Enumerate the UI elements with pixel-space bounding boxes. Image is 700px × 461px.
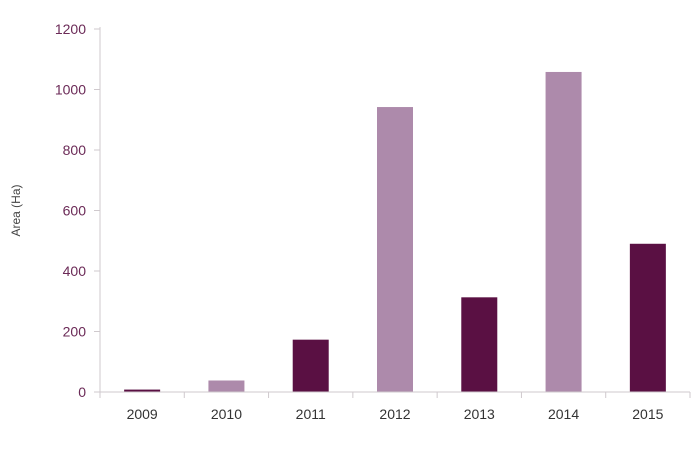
bar-2015 (629, 243, 666, 392)
bar-2009 (124, 389, 161, 392)
y-tick-label: 1000 (55, 82, 86, 98)
y-tick-label: 400 (63, 263, 87, 279)
y-tick-label: 600 (63, 203, 87, 219)
x-tick-label: 2010 (211, 406, 242, 422)
x-tick-label: 2011 (296, 406, 326, 422)
y-tick-label: 1200 (55, 21, 86, 37)
y-tick-label: 0 (78, 384, 86, 400)
bar-2013 (461, 297, 498, 392)
x-tick-label: 2014 (548, 406, 579, 422)
y-axis-label: Area (Ha) (9, 184, 23, 236)
x-tick-label: 2015 (632, 406, 663, 422)
y-tick-label: 200 (63, 324, 87, 340)
bar-2010 (208, 380, 245, 392)
bar-2012 (377, 107, 413, 393)
bar-2011 (292, 339, 329, 392)
x-tick-label: 2012 (379, 406, 410, 422)
bar-2014 (545, 71, 582, 392)
x-tick-label: 2013 (464, 406, 495, 422)
x-tick-label: 2009 (127, 406, 158, 422)
y-tick-label: 800 (63, 142, 87, 158)
